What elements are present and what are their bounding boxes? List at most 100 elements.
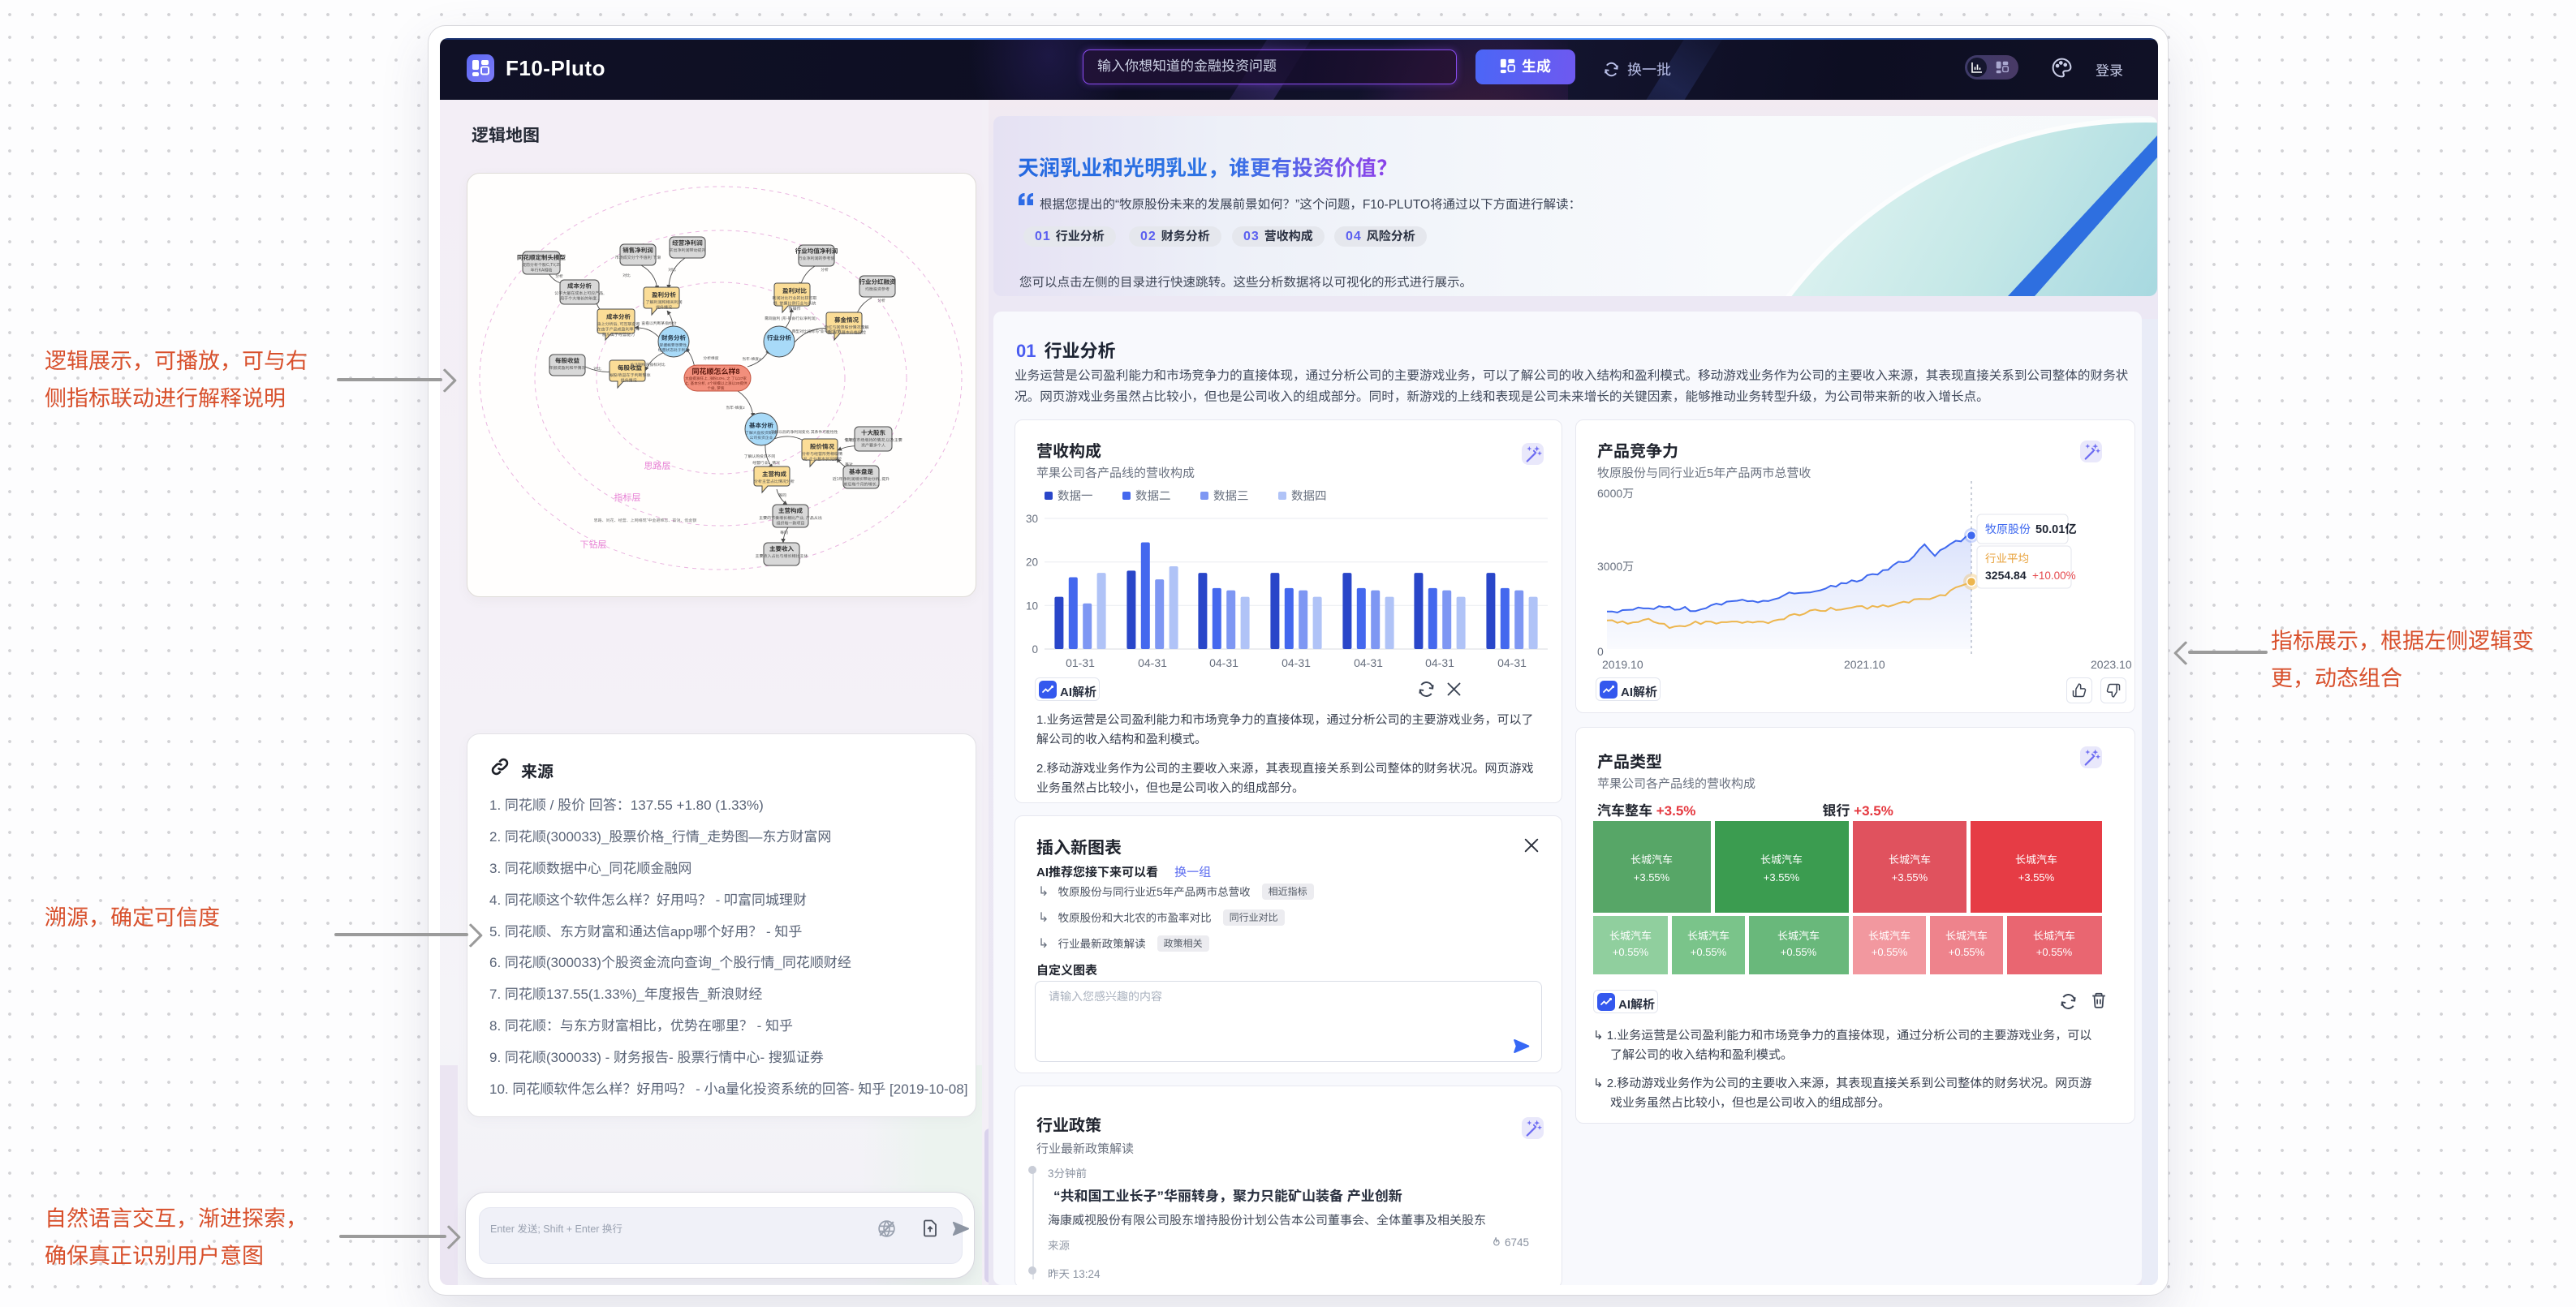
svg-text:长城汽车: 长城汽车 [1777, 930, 1820, 942]
svg-text:个级, 萝装: 个级, 萝装 [708, 386, 725, 390]
svg-text:长城汽车: 长城汽车 [1630, 853, 1673, 866]
svg-text:今年获市场增持的情况,以及主要: 今年获市场增持的情况,以及主要 [844, 437, 902, 443]
svg-text:等同: 等同 [780, 530, 788, 535]
svg-text:等对: 等对 [845, 462, 853, 467]
svg-text:04-31: 04-31 [1354, 656, 1383, 669]
svg-text:主要收入: 主要收入 [769, 545, 794, 552]
svg-text:长城汽车: 长城汽车 [2015, 853, 2057, 866]
svg-text:每股收益: 每股收益 [555, 357, 579, 364]
svg-text:实出净利润带动提升: 实出净利润带动提升 [669, 247, 705, 253]
svg-text:同花顺定制头模型: 同花顺定制头模型 [517, 254, 566, 261]
svg-text:04-31: 04-31 [1209, 656, 1238, 669]
svg-text:+3.55%: +3.55% [1634, 871, 1670, 884]
svg-text:需观盈利 (形-形由行业净利润): 需观盈利 (形-形由行业净利润) [765, 316, 816, 321]
svg-text:对比: 对比 [593, 366, 601, 372]
svg-text:当年-维度2: 当年-维度2 [742, 356, 761, 362]
svg-text:对比: 对比 [668, 267, 676, 273]
svg-text:2021.10: 2021.10 [1844, 658, 1885, 671]
svg-text:公司投资企业: 公司投资企业 [750, 435, 773, 441]
svg-text:数据四: 数据四 [1291, 489, 1327, 503]
svg-text:了解利润和相关利润: 了解利润和相关利润 [645, 299, 682, 305]
svg-text:20: 20 [1026, 557, 1038, 569]
svg-text:得, 掌握比例行业与系统: 得, 掌握比例行业与系统 [773, 301, 816, 307]
svg-text:主要的节奏增长相比产业, 产品从出: 主要的节奏增长相比产业, 产品从出 [759, 515, 822, 521]
svg-text:+3.55%: +3.55% [1892, 871, 1928, 884]
svg-text:销售净利润: 销售净利润 [622, 247, 653, 254]
svg-text:基本盘是: 基本盘是 [849, 468, 873, 475]
svg-text:在由于产品成盈利率, 年: 在由于产品成盈利率, 年 [597, 327, 640, 333]
svg-text:牧原股份: 牧原股份 [1985, 522, 2031, 535]
svg-text:盈利分析: 盈利分析 [652, 291, 676, 299]
svg-text:成本分析: 成本分析 [606, 313, 631, 320]
svg-text:用于个大增长的年度..: 用于个大增长的年度.. [560, 296, 599, 302]
svg-text:+0.55%: +0.55% [1949, 946, 1985, 958]
svg-text:思路、同花、经营、上网络现“中金避难忘、首领、低金额: 思路、同花、经营、上网络现“中金避难忘、首领、低金额 [594, 518, 697, 523]
svg-text:经营净利润: 经营净利润 [672, 239, 703, 247]
svg-text:盈利对比: 盈利对比 [782, 287, 807, 295]
svg-text:主营构成: 主营构成 [778, 507, 803, 514]
svg-text:分析: 分析 [821, 267, 829, 273]
svg-text:查看以判断某指标分: 查看以判断某指标分 [641, 320, 676, 326]
svg-text:主要收入占比与增长相比主体: 主要收入占比与增长相比主体 [755, 553, 808, 559]
svg-text:长城汽车: 长城汽车 [1889, 853, 1931, 866]
svg-text:经营行业、情况: 经营行业、情况 [752, 460, 780, 466]
svg-text:成本分析: 成本分析 [567, 282, 592, 290]
svg-text:3000万: 3000万 [1597, 560, 1634, 573]
svg-text:等同: 等同 [778, 492, 786, 498]
svg-text:分析与经营形势相临情: 分析与经营形势相临情 [802, 451, 842, 457]
svg-text:監視: 監視 [845, 437, 853, 443]
svg-text:前后每个月的增长..: 前后每个月的增长.. [844, 482, 879, 488]
svg-text:当年-维度2: 当年-维度2 [726, 405, 745, 411]
svg-text:思路层: 思路层 [644, 461, 671, 471]
svg-text:长城汽车: 长城汽车 [2033, 930, 2075, 942]
svg-text:+0.55%: +0.55% [1781, 946, 1817, 958]
svg-text:指标层: 指标层 [614, 492, 641, 503]
svg-text:分红与回馈股份情况理解: 分红与回馈股份情况理解 [824, 325, 868, 330]
svg-text:+10.00%: +10.00% [2032, 570, 2076, 582]
svg-text:+0.55%: +0.55% [1691, 946, 1727, 958]
svg-text:长城汽车: 长城汽车 [1760, 853, 1803, 866]
svg-text:年报成盈利和平情况: 年报成盈利和平情况 [549, 365, 585, 371]
svg-text:2019.10: 2019.10 [1602, 658, 1643, 671]
svg-text:长城汽车: 长城汽车 [1945, 930, 1988, 942]
svg-text:况, 企业基本状况把控: 况, 企业基本状况把控 [803, 457, 842, 462]
svg-text:募金情况: 募金情况 [834, 316, 859, 324]
svg-text:长城汽车: 长城汽车 [1609, 930, 1652, 942]
svg-text:组织每一款项目: 组织每一款项目 [776, 521, 804, 527]
svg-text:由上分析后, 可互联查询: 由上分析后, 可互联查询 [597, 321, 640, 327]
svg-text:0: 0 [1597, 645, 1604, 658]
svg-text:分析: 分析 [877, 298, 885, 303]
svg-text:主营构成: 主营构成 [762, 471, 786, 478]
svg-text:性, 从及基本价格把控: 性, 从及基本价格把控 [827, 330, 866, 336]
svg-text:了解大盘投资期权,: 了解大盘投资期权, [745, 430, 778, 436]
svg-text:数据一: 数据一 [1058, 489, 1093, 503]
svg-text:长城汽车: 长城汽车 [1868, 930, 1910, 942]
svg-text:基本分析: 基本分析 [749, 422, 773, 429]
svg-text:数据三: 数据三 [1213, 489, 1249, 503]
svg-text:6000万: 6000万 [1597, 487, 1634, 500]
svg-text:经营状态处于利润: 经营状态处于利润 [658, 347, 690, 353]
svg-text:数据二: 数据二 [1135, 489, 1171, 503]
svg-text:04-31: 04-31 [1497, 656, 1527, 669]
svg-text:04-31: 04-31 [1138, 656, 1167, 669]
svg-text:市场成交分个不值利 下滑: 市场成交分个不值利 下滑 [615, 255, 661, 260]
svg-text:04-31: 04-31 [1282, 656, 1311, 669]
svg-text:每股/收益在于判断整体: 每股/收益在于判断整体 [609, 372, 650, 378]
svg-text:分析: 分析 [555, 273, 563, 279]
svg-text:行业净利润的参考值: 行业净利润的参考值 [798, 256, 834, 261]
svg-text:下钻层: 下钻层 [580, 540, 607, 550]
svg-text:掌握概要想要性,: 掌握概要想要性, [660, 342, 688, 348]
svg-text:同花顺怎么样8: 同花顺怎么样8 [691, 368, 739, 376]
svg-text:50.01亿: 50.01亿 [2035, 522, 2077, 536]
svg-text:行业分析: 行业分析 [767, 334, 791, 342]
svg-text:行业分红融资: 行业分红融资 [859, 278, 896, 286]
svg-text:行业均值净利润: 行业均值净利润 [795, 247, 838, 255]
svg-text:典型对比指标与"业平均值"的: 典型对比指标与"业平均值"的 [792, 329, 842, 334]
svg-text:年行KA相临: 年行KA相临 [531, 268, 553, 273]
svg-text:0: 0 [1032, 643, 1038, 656]
svg-text:关注期权内指标对比: 关注期权内指标对比 [630, 362, 665, 368]
svg-text:近1年净利润增长带动分析, 提升: 近1年净利润增长带动分析, 提升 [833, 476, 890, 482]
svg-text:资产要多个人: 资产要多个人 [861, 443, 885, 449]
svg-text:行业平均: 行业平均 [1985, 552, 2029, 565]
svg-text:提升情况: 提升情况 [656, 305, 672, 311]
